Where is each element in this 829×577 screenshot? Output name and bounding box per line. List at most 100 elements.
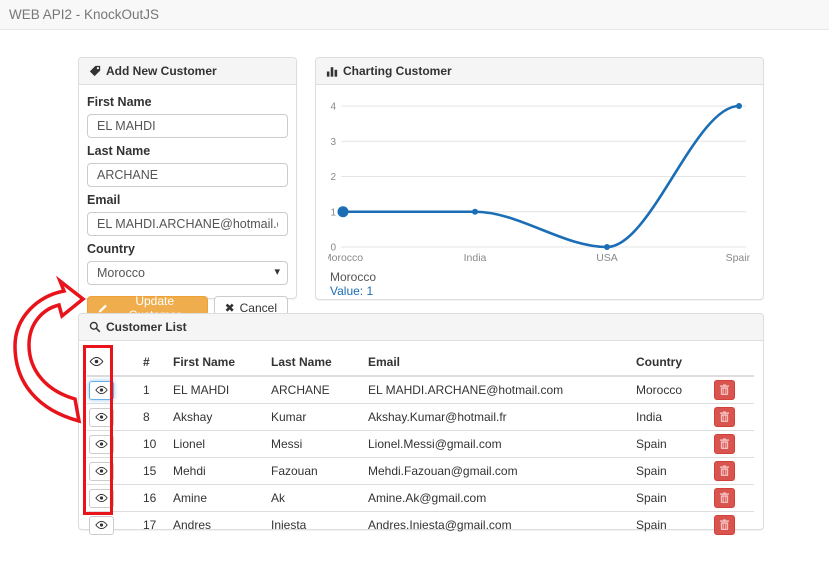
cell-email: Andres.Iniesta@gmail.com	[360, 512, 628, 539]
app-title: WEB API2 - KnockOutJS	[9, 7, 159, 22]
trash-icon	[719, 492, 730, 504]
add-customer-panel-title: Add New Customer	[106, 64, 217, 78]
cell-country: Spain	[628, 431, 706, 458]
chart-tooltip: Morocco Value: 1	[316, 268, 763, 298]
cell-country: Spain	[628, 485, 706, 512]
column-header-country: Country	[628, 349, 706, 376]
table-row: 1 EL MAHDI ARCHANE EL MAHDI.ARCHANE@hotm…	[87, 376, 754, 404]
chart-panel-header: Charting Customer	[316, 58, 763, 85]
first-name-input[interactable]	[87, 114, 288, 138]
country-select[interactable]: Morocco ▾	[87, 261, 288, 285]
customer-table: # First Name Last Name Email Country 1 E…	[87, 349, 754, 538]
customer-list-panel: Customer List # First Name Last N	[78, 313, 764, 530]
eye-icon	[95, 467, 108, 475]
cell-id: 10	[135, 431, 165, 458]
column-header-actions	[706, 349, 754, 376]
table-row: 15 Mehdi Fazouan Mehdi.Fazouan@gmail.com…	[87, 458, 754, 485]
svg-text:2: 2	[330, 172, 336, 183]
view-button[interactable]	[89, 516, 114, 535]
first-name-label: First Name	[87, 95, 288, 109]
pencil-icon	[98, 303, 108, 314]
cell-id: 16	[135, 485, 165, 512]
cell-last-name: ARCHANE	[263, 376, 360, 404]
cell-last-name: Kumar	[263, 404, 360, 431]
cell-last-name: Iniesta	[263, 512, 360, 539]
eye-icon	[95, 386, 108, 394]
view-button[interactable]	[89, 381, 114, 400]
cell-last-name: Fazouan	[263, 458, 360, 485]
eye-icon	[95, 494, 108, 502]
delete-button[interactable]	[714, 461, 735, 481]
cell-country: Morocco	[628, 376, 706, 404]
country-select-value: Morocco	[97, 266, 145, 280]
eye-icon	[95, 413, 108, 421]
cell-id: 17	[135, 512, 165, 539]
last-name-label: Last Name	[87, 144, 288, 158]
data-point	[736, 103, 742, 109]
chart-tooltip-value: Value: 1	[330, 284, 763, 298]
cell-last-name: Messi	[263, 431, 360, 458]
view-button[interactable]	[89, 435, 114, 454]
view-button[interactable]	[89, 408, 114, 427]
trash-icon	[719, 465, 730, 477]
add-customer-panel: Add New Customer First Name Last Name Em…	[78, 57, 297, 299]
chart-panel: Charting Customer 01234MoroccoIndiaUSASp…	[315, 57, 764, 300]
view-button[interactable]	[89, 489, 114, 508]
eye-icon	[95, 521, 108, 529]
svg-text:3: 3	[330, 137, 336, 148]
column-header-id: #	[135, 349, 165, 376]
svg-text:4: 4	[330, 102, 336, 113]
table-row: 17 Andres Iniesta Andres.Iniesta@gmail.c…	[87, 512, 754, 539]
cell-email: Akshay.Kumar@hotmail.fr	[360, 404, 628, 431]
chart-panel-title: Charting Customer	[343, 64, 452, 78]
country-label: Country	[87, 242, 288, 256]
last-name-input[interactable]	[87, 163, 288, 187]
chart-tooltip-category: Morocco	[330, 270, 763, 284]
column-header-first-name: First Name	[165, 349, 263, 376]
data-point	[338, 206, 349, 217]
email-label: Email	[87, 193, 288, 207]
cell-first-name: EL MAHDI	[165, 376, 263, 404]
bar-chart-icon	[326, 66, 338, 77]
trash-icon	[719, 519, 730, 531]
cell-first-name: Lionel	[165, 431, 263, 458]
svg-text:1: 1	[330, 207, 336, 218]
column-header-email: Email	[360, 349, 628, 376]
cell-id: 1	[135, 376, 165, 404]
trash-icon	[719, 438, 730, 450]
email-input[interactable]	[87, 212, 288, 236]
cell-first-name: Akshay	[165, 404, 263, 431]
customer-table-body: 1 EL MAHDI ARCHANE EL MAHDI.ARCHANE@hotm…	[87, 376, 754, 538]
cell-email: EL MAHDI.ARCHANE@hotmail.com	[360, 376, 628, 404]
cell-first-name: Amine	[165, 485, 263, 512]
view-button[interactable]	[89, 462, 114, 481]
delete-button[interactable]	[714, 407, 735, 427]
customer-list-header: Customer List	[79, 314, 763, 341]
chevron-down-icon: ▾	[274, 265, 280, 278]
search-icon	[89, 321, 101, 333]
customer-table-header-row: # First Name Last Name Email Country	[87, 349, 754, 376]
cell-id: 15	[135, 458, 165, 485]
svg-text:India: India	[464, 252, 487, 264]
add-customer-panel-header: Add New Customer	[79, 58, 296, 85]
line-chart[interactable]: 01234MoroccoIndiaUSASpain	[316, 85, 763, 268]
top-navbar: WEB API2 - KnockOutJS	[0, 0, 829, 30]
table-row: 10 Lionel Messi Lionel.Messi@gmail.com S…	[87, 431, 754, 458]
eye-icon	[95, 440, 108, 448]
cell-email: Lionel.Messi@gmail.com	[360, 431, 628, 458]
trash-icon	[719, 384, 730, 396]
eye-icon	[89, 357, 104, 366]
delete-button[interactable]	[714, 380, 735, 400]
svg-text:Spain: Spain	[726, 252, 750, 264]
delete-button[interactable]	[714, 515, 735, 535]
svg-text:Morocco: Morocco	[328, 252, 363, 264]
cell-country: India	[628, 404, 706, 431]
cell-last-name: Ak	[263, 485, 360, 512]
data-point	[472, 209, 478, 215]
add-customer-form: First Name Last Name Email Country Moroc…	[79, 85, 296, 328]
svg-text:USA: USA	[596, 252, 618, 264]
column-header-last-name: Last Name	[263, 349, 360, 376]
cell-id: 8	[135, 404, 165, 431]
delete-button[interactable]	[714, 434, 735, 454]
delete-button[interactable]	[714, 488, 735, 508]
